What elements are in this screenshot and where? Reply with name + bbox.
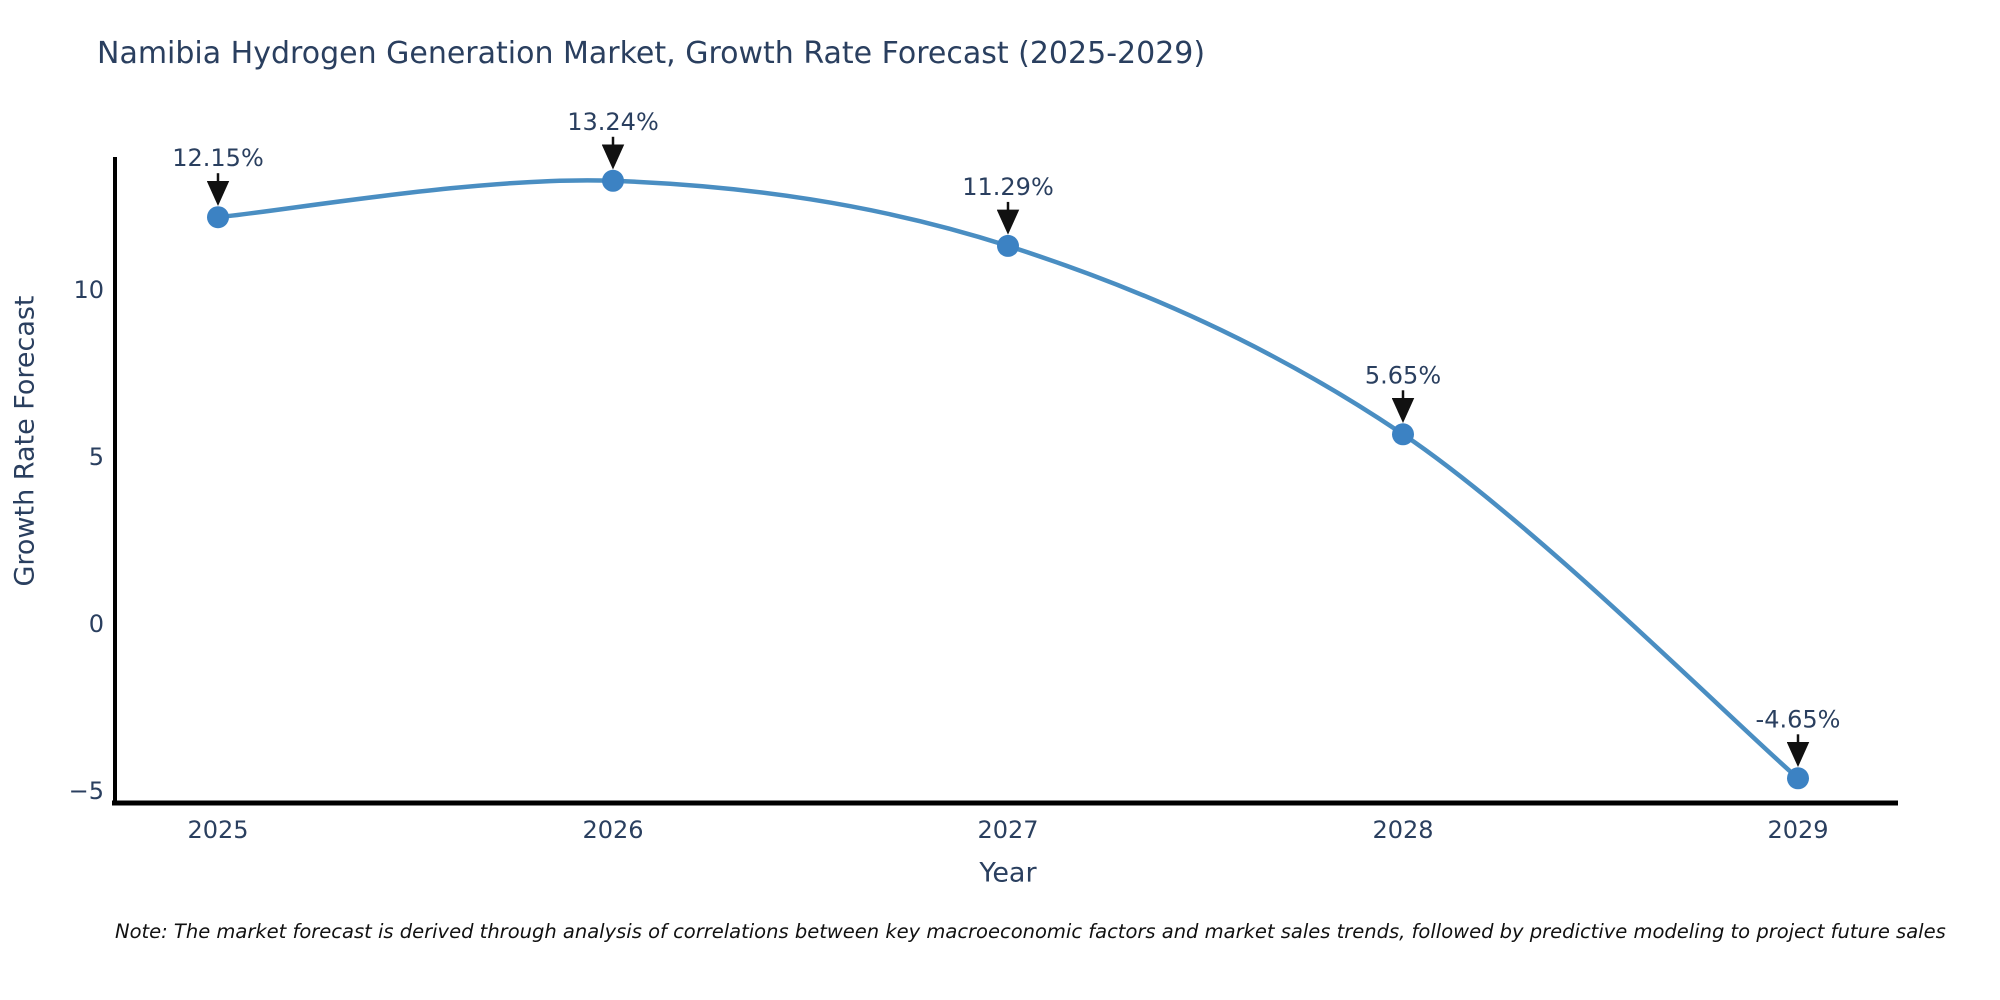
x-tick-label: 2029 (1767, 816, 1828, 844)
data-point-marker (1787, 767, 1809, 790)
x-tick-label: 2025 (187, 816, 248, 844)
data-point-label: -4.65% (1756, 705, 1841, 733)
x-tick-label: 2027 (977, 816, 1038, 844)
data-point-label: 12.15% (172, 144, 264, 172)
chart-title: Namibia Hydrogen Generation Market, Grow… (97, 36, 1206, 71)
footnote-text: Note: The market forecast is derived thr… (115, 920, 1946, 943)
data-point-marker (602, 169, 624, 192)
y-tick-label: 10 (73, 276, 104, 304)
x-axis-title: Year (979, 857, 1037, 889)
data-point-label: 5.65% (1365, 361, 1441, 389)
data-point-marker (1392, 423, 1414, 446)
y-tick-label: −5 (69, 777, 104, 805)
x-tick-label: 2028 (1372, 816, 1433, 844)
data-point-marker (997, 234, 1019, 257)
forecast-line (215, 178, 1801, 781)
data-point-marker (207, 206, 229, 229)
data-point-label: 13.24% (567, 108, 659, 136)
y-tick-label: 5 (89, 443, 104, 471)
y-tick-label: 0 (89, 610, 104, 638)
data-point-label: 11.29% (962, 173, 1054, 201)
x-tick-label: 2026 (582, 816, 643, 844)
